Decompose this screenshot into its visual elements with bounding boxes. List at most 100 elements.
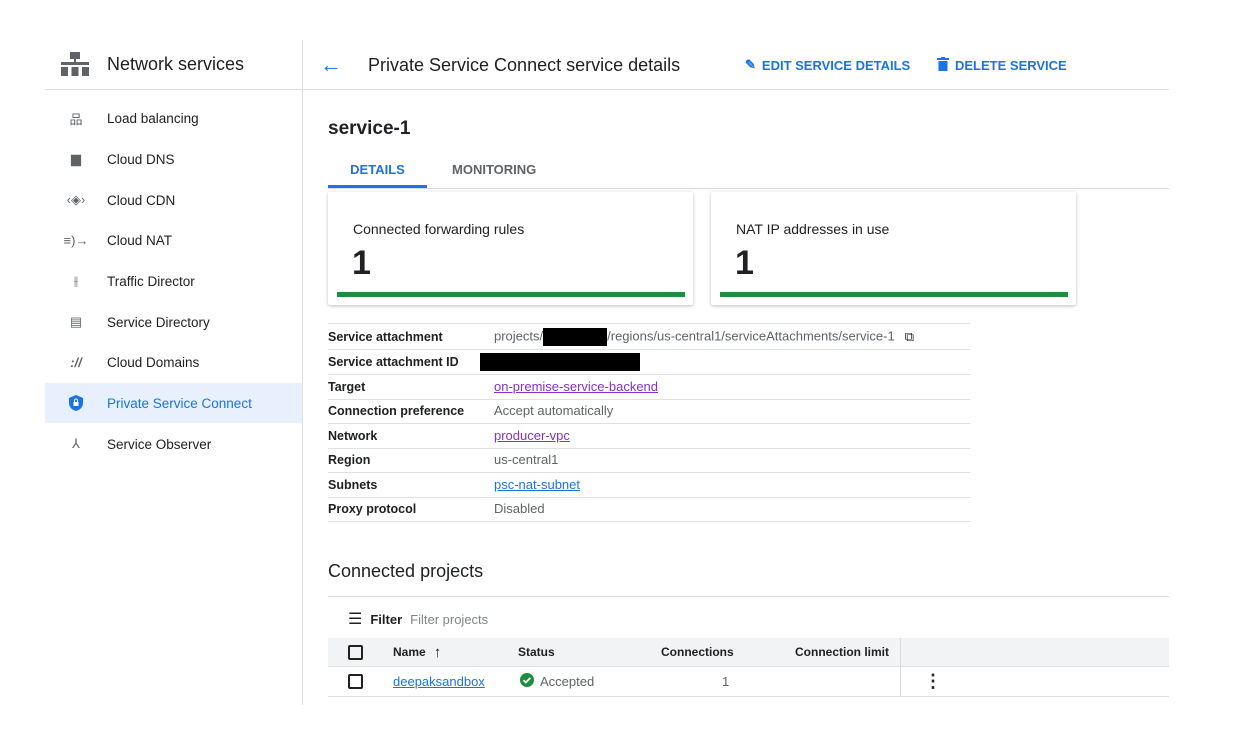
traffic-director-icon: ⫲ xyxy=(73,273,79,288)
sidebar-item-traffic-director[interactable]: ⫲ Traffic Director xyxy=(45,261,302,301)
detail-key: Subnets xyxy=(328,477,378,492)
detail-row-preference: Connection preference Accept automaticall… xyxy=(328,399,970,424)
detail-row-target: Target on-premise-service-backend xyxy=(328,375,970,400)
connections-value: 1 xyxy=(722,674,730,689)
sidebar-title: Network services xyxy=(107,54,245,74)
sidebar-item-cloud-dns[interactable]: ▆ Cloud DNS xyxy=(45,139,302,179)
delete-service-button[interactable]: DELETE SERVICE xyxy=(937,57,1067,74)
redacted xyxy=(543,327,608,346)
divider xyxy=(328,596,1169,597)
redacted xyxy=(480,352,640,371)
card-label: NAT IP addresses in use xyxy=(736,221,890,237)
attachment-suffix: /regions/us-central1/serviceAttachments/… xyxy=(607,327,895,343)
sidebar-item-label: Load balancing xyxy=(107,110,199,126)
select-all-checkbox[interactable] xyxy=(348,644,363,660)
column-status: Status xyxy=(518,645,555,659)
sidebar-item-label: Cloud CDN xyxy=(107,192,176,208)
card-label: Connected forwarding rules xyxy=(353,221,525,237)
progress-bar xyxy=(337,292,685,297)
detail-row-region: Region us-central1 xyxy=(328,448,970,473)
detail-row-network: Network producer-vpc xyxy=(328,424,970,449)
detail-key: Network xyxy=(328,428,378,443)
filter-bar[interactable]: ☰ Filter Filter projects xyxy=(348,609,488,629)
divider xyxy=(900,638,901,666)
detail-key: Proxy protocol xyxy=(328,501,417,516)
divider xyxy=(302,40,303,705)
subnet-link[interactable]: psc-nat-subnet xyxy=(494,477,580,493)
detail-value: us-central1 xyxy=(494,452,559,468)
detail-value: projects/ /regions/us-central1/serviceAtt… xyxy=(494,327,895,346)
sidebar-item-label: Cloud DNS xyxy=(107,151,175,167)
table-row: deepaksandbox Accepted 1 ⋮ xyxy=(328,667,1169,697)
divider xyxy=(303,89,1169,90)
detail-value: Accept automatically xyxy=(494,403,614,419)
sidebar-item-load-balancing[interactable]: 品 Load balancing xyxy=(45,98,302,138)
column-connections: Connections xyxy=(661,645,734,659)
network-services-logo-icon xyxy=(60,52,90,76)
row-checkbox[interactable] xyxy=(348,674,363,689)
sidebar-item-cloud-domains[interactable]: :// Cloud Domains xyxy=(45,342,302,382)
detail-row-attachment: Service attachment projects/ /regions/us-c… xyxy=(328,323,970,350)
detail-row-attachment-id: Service attachment ID xyxy=(328,350,970,375)
delete-label: DELETE SERVICE xyxy=(955,58,1067,73)
detail-key: Region xyxy=(328,452,371,467)
sidebar-item-cloud-cdn[interactable]: ‹◈› Cloud CDN xyxy=(45,180,302,220)
detail-row-subnets: Subnets psc-nat-subnet xyxy=(328,473,970,498)
detail-key: Service attachment xyxy=(328,329,443,344)
sidebar-item-private-service-connect[interactable]: Private Service Connect xyxy=(45,383,302,423)
back-arrow-icon[interactable]: ← xyxy=(320,52,342,77)
detail-key: Target xyxy=(328,379,366,394)
project-link[interactable]: deepaksandbox xyxy=(393,674,485,689)
column-label: Name xyxy=(393,645,426,659)
copy-icon[interactable]: ⧉ xyxy=(904,328,914,344)
cloud-cdn-icon: ‹◈› xyxy=(66,192,86,207)
nat-ip-card: NAT IP addresses in use 1 xyxy=(711,192,1076,305)
page-title: Private Service Connect service details xyxy=(368,55,681,75)
service-name: service-1 xyxy=(328,118,411,139)
progress-bar xyxy=(720,292,1068,297)
target-link[interactable]: on-premise-service-backend xyxy=(494,379,659,395)
more-vert-icon[interactable]: ⋮ xyxy=(924,671,942,691)
sidebar-item-label: Service Directory xyxy=(107,314,210,330)
check-circle-icon xyxy=(520,673,534,690)
network-link[interactable]: producer-vpc xyxy=(494,428,570,444)
table-header: Name ↑ Status Connections Connection limi… xyxy=(328,638,1169,667)
tab-details[interactable]: DETAILS xyxy=(328,162,427,188)
filter-label: Filter xyxy=(370,611,403,627)
tab-monitoring[interactable]: MONITORING xyxy=(452,162,537,177)
load-balancing-icon: 品 xyxy=(69,111,83,127)
service-observer-icon: ⅄ xyxy=(72,436,80,451)
status-text: Accepted xyxy=(540,674,595,689)
sidebar-item-label: Cloud Domains xyxy=(107,354,200,370)
sidebar-item-label: Traffic Director xyxy=(107,273,195,289)
card-value: 1 xyxy=(352,244,371,282)
arrow-up-icon: ↑ xyxy=(433,643,442,661)
trash-icon xyxy=(937,57,949,74)
section-title: Connected projects xyxy=(328,561,484,581)
column-name[interactable]: Name ↑ xyxy=(393,638,441,666)
sidebar-item-label: Private Service Connect xyxy=(107,395,252,411)
attachment-prefix: projects/ xyxy=(494,327,544,343)
filter-icon: ☰ xyxy=(348,611,363,628)
divider xyxy=(45,89,302,90)
shield-lock-icon xyxy=(45,395,107,411)
detail-key: Service attachment ID xyxy=(328,354,459,369)
cloud-nat-icon: ≡)→ xyxy=(63,232,89,248)
column-limit: Connection limit xyxy=(795,645,889,659)
sidebar-item-service-observer[interactable]: ⅄ Service Observer xyxy=(45,424,302,464)
sidebar-item-cloud-nat[interactable]: ≡)→ Cloud NAT xyxy=(45,220,302,260)
divider xyxy=(328,188,1169,189)
filter-input[interactable]: Filter projects xyxy=(410,611,489,627)
detail-value: Disabled xyxy=(494,501,545,517)
sidebar-item-label: Cloud NAT xyxy=(107,232,173,248)
card-value: 1 xyxy=(735,244,754,282)
detail-row-proxy: Proxy protocol Disabled xyxy=(328,497,970,522)
cloud-dns-icon: ▆ xyxy=(71,151,81,166)
service-directory-icon: ▤ xyxy=(69,314,83,329)
sidebar-item-service-directory[interactable]: ▤ Service Directory xyxy=(45,302,302,342)
cloud-domains-icon: :// xyxy=(70,354,82,370)
edit-service-button[interactable]: ✎ EDIT SERVICE DETAILS xyxy=(745,57,910,73)
divider xyxy=(900,667,901,696)
detail-key: Connection preference xyxy=(328,403,465,418)
sidebar-item-label: Service Observer xyxy=(107,436,212,452)
